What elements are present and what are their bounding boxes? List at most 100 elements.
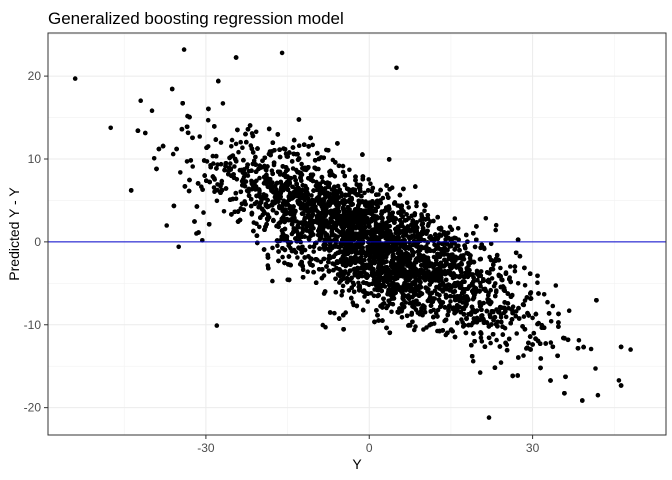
data-point (291, 151, 297, 157)
data-point (262, 155, 268, 161)
data-point (178, 170, 183, 175)
data-point (275, 243, 280, 249)
data-point (616, 378, 622, 383)
data-point (387, 330, 393, 336)
data-point (445, 252, 450, 257)
data-point (289, 159, 295, 164)
data-point (321, 256, 327, 262)
data-point (477, 370, 483, 375)
data-point (538, 356, 544, 361)
data-point (437, 232, 443, 237)
data-point (445, 286, 450, 292)
data-point (522, 265, 527, 271)
data-point (369, 188, 375, 194)
data-point (442, 245, 447, 250)
data-point (364, 250, 370, 255)
data-points (72, 47, 633, 420)
data-point (286, 277, 292, 283)
data-point (311, 249, 317, 254)
data-point (333, 289, 339, 295)
data-point (201, 158, 207, 163)
data-point (434, 284, 439, 290)
data-point (210, 153, 216, 159)
data-point (494, 337, 499, 343)
data-point (233, 141, 239, 147)
data-point (149, 108, 155, 113)
data-point (467, 284, 472, 289)
data-point (448, 327, 454, 333)
data-point (581, 344, 586, 350)
data-point (339, 190, 344, 196)
data-point (318, 259, 324, 265)
data-point (576, 338, 582, 343)
data-point (340, 283, 346, 289)
data-point (316, 187, 321, 193)
data-point (402, 218, 408, 223)
data-point (306, 165, 311, 170)
data-point (525, 345, 530, 351)
data-point (510, 373, 515, 379)
data-point (223, 186, 229, 191)
data-point (531, 330, 537, 336)
data-point (367, 229, 373, 234)
data-point (410, 319, 415, 325)
data-point (249, 168, 254, 173)
data-point (164, 223, 169, 228)
data-point (478, 335, 484, 341)
data-point (335, 141, 340, 146)
data-point (521, 314, 527, 319)
data-point (487, 301, 493, 307)
data-point (266, 265, 271, 271)
data-point (522, 283, 528, 288)
data-point (508, 264, 513, 269)
data-point (268, 152, 273, 158)
data-point (254, 240, 260, 246)
data-point (461, 274, 467, 280)
data-point (483, 288, 489, 294)
data-point (335, 260, 340, 266)
data-point (213, 153, 219, 159)
data-point (306, 176, 311, 181)
data-point (250, 133, 256, 139)
data-point (253, 154, 258, 160)
data-point (472, 244, 478, 250)
data-point (202, 173, 207, 178)
data-point (541, 292, 547, 297)
data-point (469, 354, 475, 359)
data-point (291, 226, 297, 231)
data-point (182, 184, 188, 189)
data-point (478, 284, 483, 289)
data-point (282, 260, 287, 266)
data-point (304, 224, 310, 230)
data-point (406, 205, 412, 210)
data-point (254, 221, 259, 226)
data-point (435, 314, 440, 319)
data-point (553, 283, 559, 288)
data-point (335, 183, 341, 189)
data-point (431, 218, 436, 224)
data-point (464, 302, 469, 307)
data-point (445, 312, 451, 318)
data-point (201, 210, 206, 215)
data-point (490, 332, 496, 337)
data-point (395, 203, 400, 208)
data-point (459, 290, 465, 296)
data-point (515, 281, 521, 286)
data-point (420, 221, 426, 227)
data-point (425, 223, 431, 228)
data-point (280, 254, 285, 260)
data-point (363, 253, 369, 259)
data-point (257, 175, 262, 181)
data-point (536, 320, 541, 326)
data-point (221, 209, 227, 214)
data-point (503, 314, 509, 320)
data-point (220, 101, 226, 106)
data-point (527, 271, 533, 277)
data-point (521, 353, 526, 358)
data-point (462, 322, 467, 328)
data-point (341, 327, 346, 332)
data-point (456, 237, 462, 242)
data-point (422, 309, 428, 315)
data-point (215, 162, 220, 167)
